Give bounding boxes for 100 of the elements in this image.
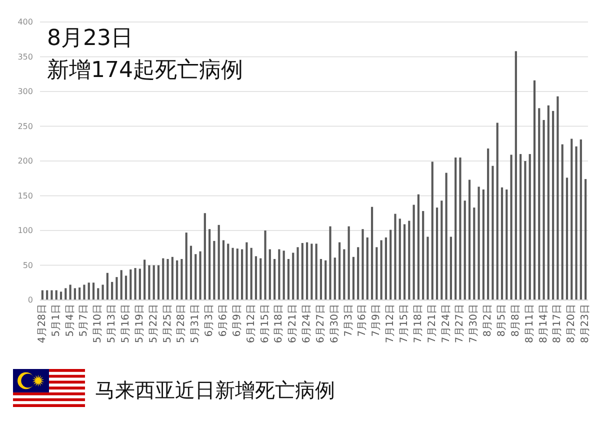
- bar: [542, 120, 545, 300]
- y-tick-label: 100: [18, 226, 33, 235]
- x-tick-label: 6月27日: [315, 304, 326, 344]
- y-tick-label: 50: [22, 260, 33, 270]
- bar: [152, 265, 155, 300]
- bar: [213, 240, 216, 300]
- x-tick-label: 6月30日: [329, 304, 340, 344]
- bar: [408, 220, 410, 300]
- x-tick-label: 5月4日: [64, 304, 76, 337]
- bar: [246, 242, 248, 300]
- bar: [69, 284, 72, 300]
- bar: [570, 138, 573, 300]
- bar: [500, 187, 504, 300]
- bar: [440, 200, 443, 300]
- bar: [83, 284, 86, 300]
- bar: [478, 186, 480, 300]
- bar: [282, 250, 285, 300]
- x-tick-label: 7月18日: [412, 304, 424, 344]
- bar: [250, 248, 252, 300]
- bar: [329, 226, 332, 300]
- bar: [274, 258, 276, 300]
- x-tick-label: 5月1日: [50, 304, 62, 337]
- bar: [357, 247, 360, 300]
- x-tick-label: 5月22日: [148, 304, 160, 344]
- x-tick-label: 6月18日: [274, 304, 285, 344]
- x-tick-label: 8月5日: [496, 304, 508, 337]
- bar: [180, 258, 183, 300]
- x-tick-label: 5月13日: [106, 304, 118, 344]
- bar: [533, 80, 536, 300]
- bar: [185, 232, 188, 300]
- x-tick-label: 8月17日: [552, 304, 564, 344]
- bar: [241, 249, 244, 300]
- bar: [157, 265, 160, 300]
- x-tick-label: 5月10日: [92, 304, 104, 344]
- bar: [584, 179, 587, 300]
- bar: [464, 200, 466, 300]
- x-tick-label: 5月16日: [120, 304, 132, 344]
- bar: [124, 276, 128, 300]
- bar: [487, 148, 490, 300]
- x-tick-label: 8月11日: [524, 304, 536, 344]
- x-tick-label: 4月28日: [36, 304, 48, 344]
- y-tick-label: 150: [18, 191, 33, 200]
- bar: [384, 237, 387, 300]
- x-tick-label: 5月7日: [78, 304, 90, 337]
- x-tick-label: 7月27日: [454, 304, 466, 344]
- bar: [232, 248, 234, 300]
- bar: [514, 51, 517, 300]
- bar: [264, 230, 266, 300]
- bar: [334, 258, 336, 300]
- bar: [278, 249, 280, 300]
- bar: [506, 189, 508, 300]
- bar: [538, 108, 540, 300]
- bar: [190, 246, 192, 300]
- bar: [320, 258, 322, 300]
- bar: [412, 204, 415, 300]
- bar: [134, 268, 136, 300]
- y-tick-label: 200: [18, 156, 33, 166]
- x-tick-label: 6月12日: [246, 304, 257, 344]
- bar: [88, 282, 90, 300]
- bar: [394, 214, 396, 300]
- bar: [227, 244, 230, 300]
- bar: [380, 240, 382, 300]
- text: 马来西亚近日新增死亡病例: [95, 378, 335, 402]
- y-tick-label: 250: [18, 122, 33, 131]
- bar: [454, 158, 457, 300]
- bar: [199, 251, 202, 300]
- y-tick-label: 400: [18, 18, 33, 26]
- x-tick-label: 7月6日: [357, 304, 368, 337]
- bar: [138, 268, 141, 300]
- bar: [194, 254, 197, 300]
- bar: [171, 256, 174, 300]
- bar: [343, 249, 346, 300]
- bar: [106, 272, 108, 300]
- bar: [92, 282, 95, 300]
- bar: [362, 229, 364, 300]
- bar: [403, 224, 406, 300]
- bar: [426, 236, 429, 300]
- x-tick-label: 6月24日: [302, 304, 313, 344]
- bar: [310, 244, 313, 300]
- bar: [296, 247, 299, 300]
- bar: [370, 206, 374, 300]
- bar: [510, 154, 512, 300]
- bar: [352, 256, 354, 300]
- x-tick-label: 7月9日: [371, 304, 382, 337]
- x-tick-label: 6月15日: [260, 304, 271, 344]
- bar: [324, 260, 327, 300]
- x-tick-label: 6月21日: [288, 304, 299, 344]
- x-tick-label: 7月15日: [399, 304, 410, 344]
- bar: [162, 258, 164, 300]
- bar: [292, 252, 294, 300]
- x-tick-label: 6月9日: [232, 304, 243, 337]
- y-tick-label: 300: [18, 87, 33, 96]
- bar: [116, 277, 118, 300]
- bar: [148, 265, 150, 300]
- bar: [130, 269, 132, 300]
- x-tick-label: 5月31日: [190, 304, 202, 344]
- bar: [556, 96, 559, 300]
- bar: [287, 258, 290, 300]
- x-tick-label: 8月8日: [510, 304, 522, 337]
- bar: [102, 284, 104, 300]
